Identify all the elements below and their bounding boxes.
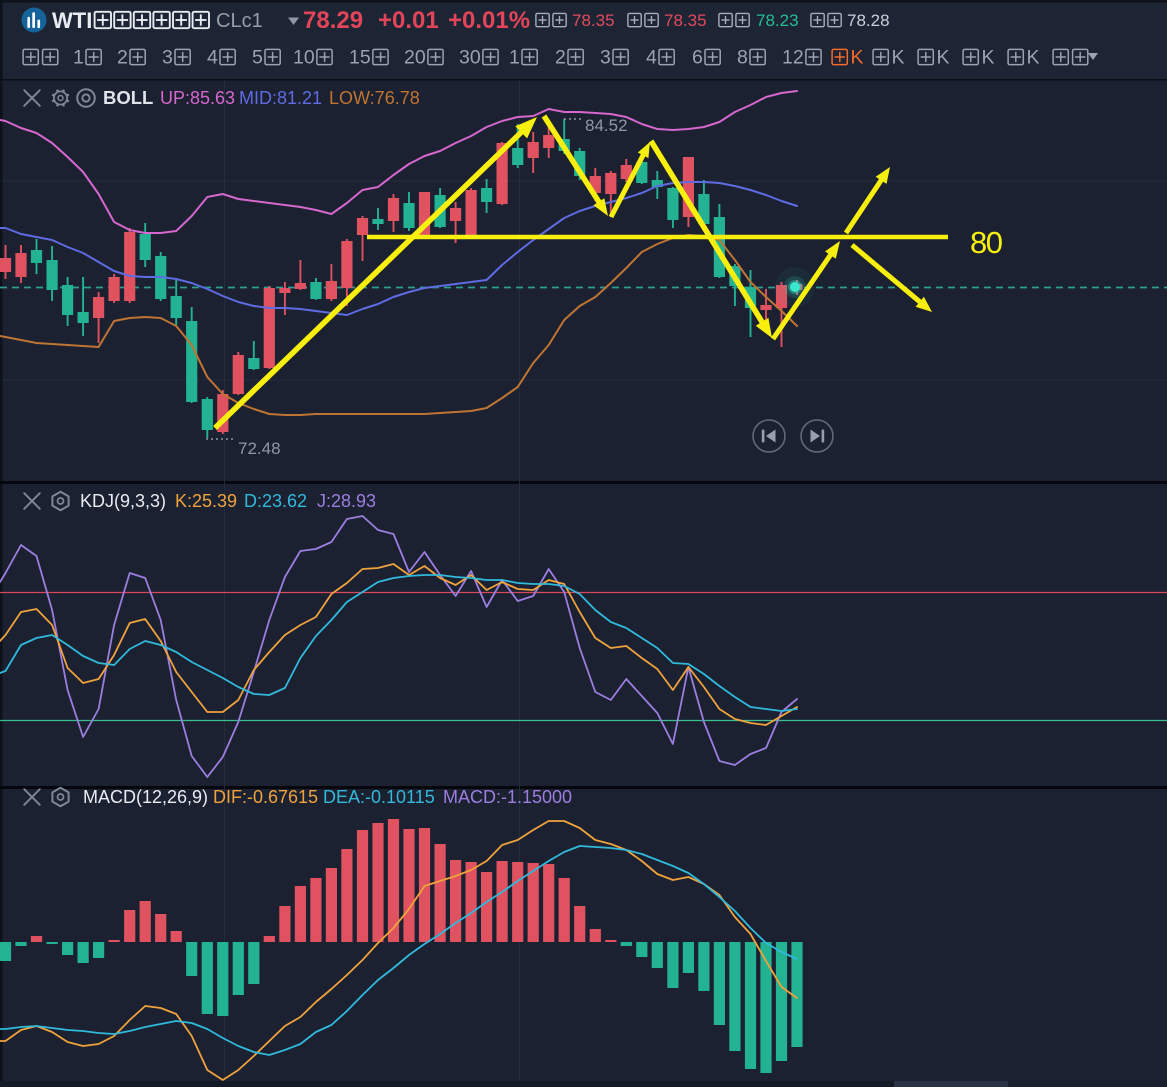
svg-text:WTI: WTI <box>52 8 92 33</box>
svg-text:DIF:-0.67615: DIF:-0.67615 <box>213 787 318 807</box>
svg-text:K:25.39: K:25.39 <box>175 491 237 511</box>
svg-text:1: 1 <box>73 47 84 69</box>
svg-text:12: 12 <box>782 47 804 69</box>
svg-text:+0.01%: +0.01% <box>448 7 530 34</box>
svg-text:80: 80 <box>970 225 1003 260</box>
svg-text:3: 3 <box>162 47 173 69</box>
svg-text:4: 4 <box>207 47 218 69</box>
svg-text:6: 6 <box>692 47 703 69</box>
svg-text:78.35: 78.35 <box>664 11 707 30</box>
svg-text:K: K <box>982 47 995 69</box>
svg-text:15: 15 <box>349 47 371 69</box>
svg-text:78.29: 78.29 <box>303 7 363 34</box>
svg-text:K: K <box>851 47 864 69</box>
svg-text:K: K <box>937 47 950 69</box>
svg-text:78.35: 78.35 <box>572 11 615 30</box>
svg-text:3: 3 <box>600 47 611 69</box>
svg-text:72.48: 72.48 <box>238 439 281 458</box>
svg-text:+0.01: +0.01 <box>378 7 439 34</box>
svg-text:J:28.93: J:28.93 <box>317 491 376 511</box>
svg-text:MACD:-1.15000: MACD:-1.15000 <box>443 787 572 807</box>
svg-text:2: 2 <box>117 47 128 69</box>
svg-text:K: K <box>892 47 905 69</box>
svg-text:DEA:-0.10115: DEA:-0.10115 <box>323 787 435 807</box>
svg-text:KDJ(9,3,3): KDJ(9,3,3) <box>80 491 166 511</box>
svg-text:K: K <box>1027 47 1040 69</box>
svg-text:78.23: 78.23 <box>756 11 799 30</box>
svg-text:20: 20 <box>404 47 426 69</box>
svg-text:2: 2 <box>555 47 566 69</box>
svg-text:1: 1 <box>509 47 520 69</box>
svg-text:MACD(12,26,9): MACD(12,26,9) <box>83 787 208 807</box>
svg-text:30: 30 <box>459 47 481 69</box>
svg-text:CLc1: CLc1 <box>216 10 263 32</box>
svg-text:4: 4 <box>646 47 657 69</box>
svg-text:BOLL: BOLL <box>103 87 153 108</box>
svg-text:84.52: 84.52 <box>585 116 628 135</box>
svg-text:UP:85.63: UP:85.63 <box>160 88 235 108</box>
svg-text:D:23.62: D:23.62 <box>244 491 307 511</box>
svg-text:8: 8 <box>737 47 748 69</box>
svg-text:LOW:76.78: LOW:76.78 <box>329 88 420 108</box>
svg-text:78.28: 78.28 <box>847 11 890 30</box>
svg-text:5: 5 <box>252 47 263 69</box>
svg-text:MID:81.21: MID:81.21 <box>239 88 322 108</box>
svg-text:10: 10 <box>293 47 315 69</box>
